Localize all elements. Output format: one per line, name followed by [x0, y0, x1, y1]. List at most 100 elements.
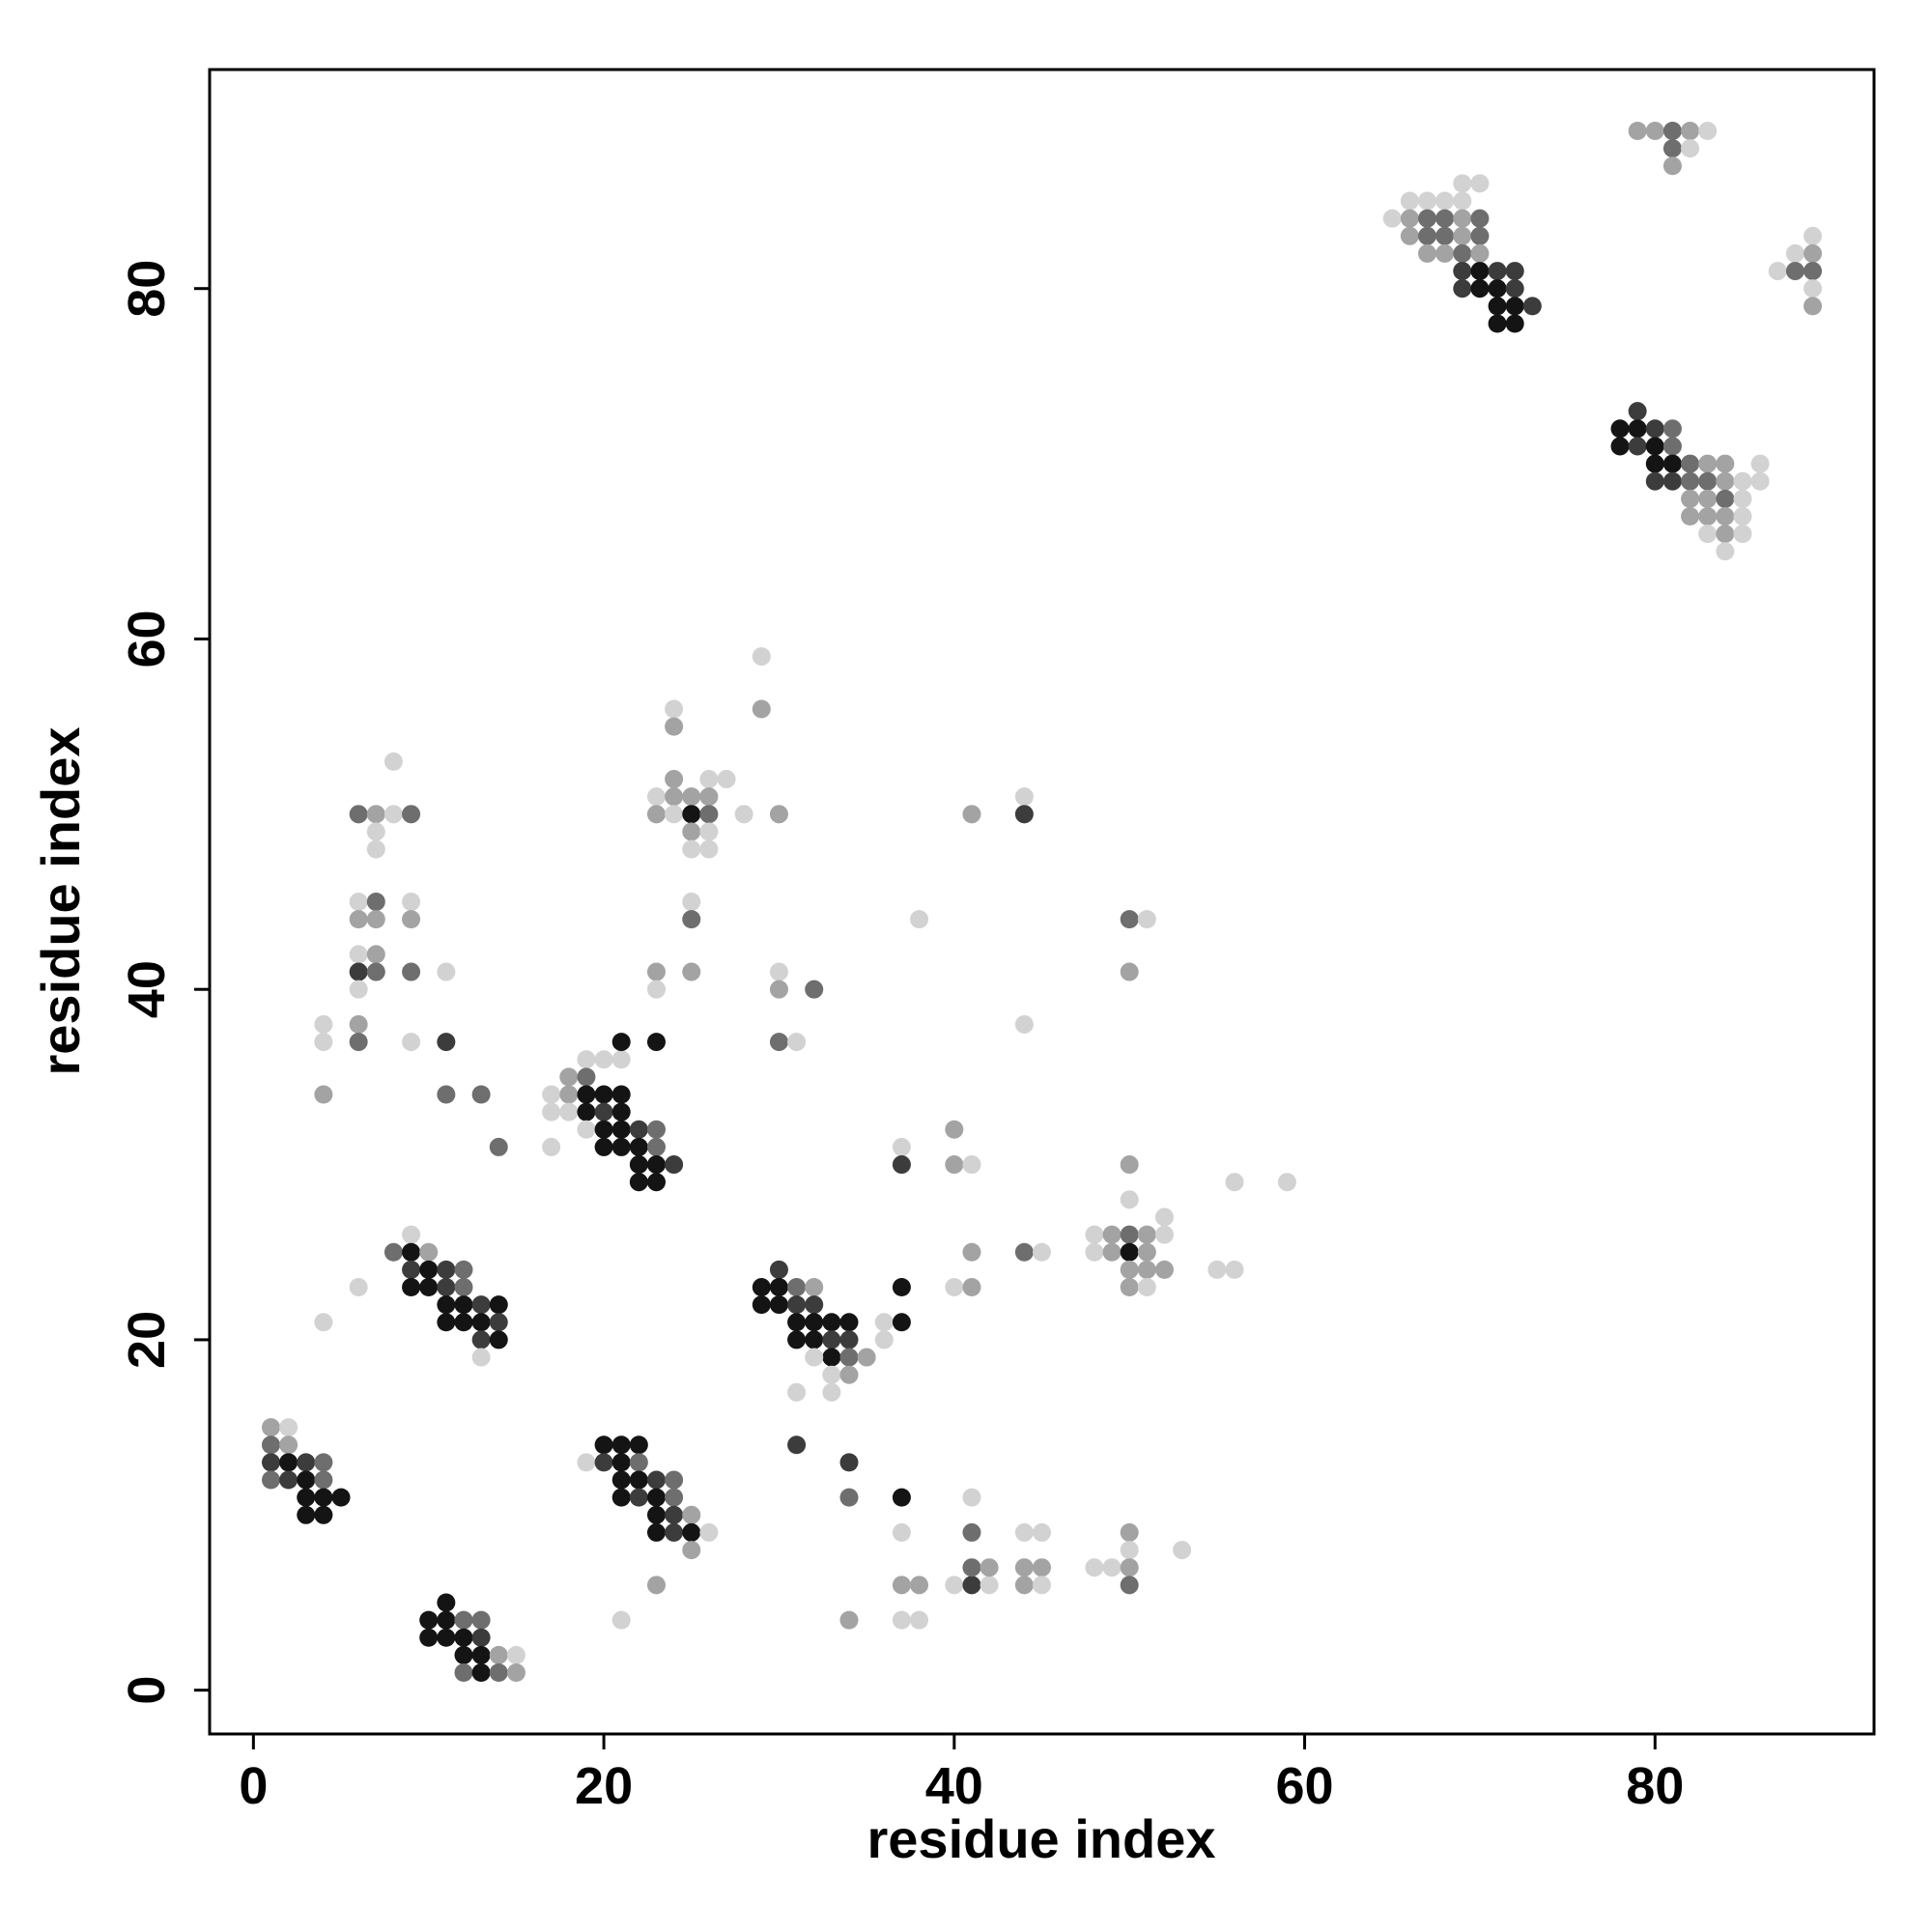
data-point — [594, 1435, 613, 1455]
data-point — [594, 1137, 613, 1156]
data-point — [506, 1645, 526, 1664]
data-point — [646, 805, 666, 824]
data-point — [437, 1628, 456, 1647]
data-point — [1173, 1541, 1192, 1560]
data-point — [1120, 1242, 1139, 1262]
data-point — [629, 1137, 648, 1156]
data-point — [542, 1102, 561, 1122]
data-point — [542, 1085, 561, 1104]
data-point — [1662, 437, 1682, 456]
data-point — [1382, 209, 1402, 228]
data-point — [366, 962, 385, 981]
data-point — [1014, 787, 1034, 807]
data-point — [471, 1628, 491, 1647]
data-point — [1400, 209, 1419, 228]
data-point — [297, 1470, 316, 1490]
data-point — [419, 1260, 439, 1279]
data-point — [366, 822, 385, 841]
data-point — [314, 1033, 333, 1052]
plot-frame — [208, 68, 1876, 1736]
data-point — [366, 805, 385, 824]
data-point — [611, 1610, 631, 1630]
data-point — [489, 1295, 508, 1315]
data-point — [682, 910, 701, 929]
data-point — [962, 1278, 981, 1297]
data-point — [314, 1085, 333, 1104]
data-point — [1120, 962, 1139, 981]
data-point — [682, 839, 701, 859]
data-point — [1505, 314, 1524, 333]
data-point — [471, 1330, 491, 1350]
data-point — [1154, 1208, 1174, 1227]
data-point — [1400, 226, 1419, 245]
y-tick-label: 40 — [118, 960, 176, 1018]
data-point — [1418, 243, 1437, 263]
data-point — [1681, 506, 1700, 526]
data-point — [1733, 525, 1752, 544]
data-point — [437, 1278, 456, 1297]
data-point — [857, 1348, 876, 1367]
data-point — [1033, 1576, 1051, 1595]
data-point — [822, 1313, 841, 1332]
data-point — [839, 1365, 859, 1384]
data-point — [646, 980, 666, 999]
data-point — [646, 1505, 666, 1524]
data-point — [752, 1278, 771, 1297]
data-point — [1522, 297, 1542, 316]
data-point — [892, 1137, 911, 1156]
data-point — [559, 1085, 579, 1104]
data-point — [1453, 191, 1472, 211]
data-point — [699, 787, 719, 807]
data-point — [314, 1470, 333, 1490]
data-point — [1014, 1558, 1034, 1577]
data-point — [1662, 139, 1682, 158]
data-point — [297, 1453, 316, 1472]
data-point — [1610, 419, 1630, 439]
data-point — [489, 1330, 508, 1350]
data-point — [1733, 471, 1752, 491]
data-point — [471, 1348, 491, 1367]
data-point — [682, 962, 701, 981]
data-point — [682, 805, 701, 824]
data-point — [1014, 1014, 1034, 1034]
data-point — [1716, 489, 1735, 508]
data-point — [1505, 297, 1524, 316]
data-point — [699, 839, 719, 859]
data-point — [454, 1663, 473, 1683]
data-point — [646, 1137, 666, 1156]
data-point — [805, 980, 824, 999]
data-point — [699, 805, 719, 824]
data-point — [787, 1382, 807, 1402]
data-point — [366, 945, 385, 964]
data-point — [577, 1050, 596, 1069]
data-point — [839, 1610, 859, 1630]
data-point — [805, 1313, 824, 1332]
data-point — [577, 1085, 596, 1104]
data-point — [1102, 1225, 1122, 1244]
data-point — [349, 805, 368, 824]
data-point — [717, 770, 736, 789]
data-point — [1453, 262, 1472, 281]
data-point — [1733, 506, 1752, 526]
data-point — [822, 1382, 841, 1402]
data-point — [665, 1488, 684, 1507]
data-point — [1645, 121, 1664, 140]
data-point — [769, 980, 788, 999]
data-point — [892, 1610, 911, 1630]
data-point — [1681, 121, 1700, 140]
data-point — [945, 1120, 964, 1139]
data-point — [665, 1470, 684, 1490]
data-point — [839, 1488, 859, 1507]
data-point — [437, 1313, 456, 1332]
data-point — [1154, 1225, 1174, 1244]
data-point — [839, 1330, 859, 1350]
data-point — [1085, 1242, 1104, 1262]
data-point — [1716, 506, 1735, 526]
data-point — [1785, 262, 1804, 281]
data-point — [419, 1278, 439, 1297]
data-point — [297, 1505, 316, 1524]
data-point — [646, 1155, 666, 1175]
data-point — [699, 770, 719, 789]
data-point — [1470, 279, 1490, 298]
